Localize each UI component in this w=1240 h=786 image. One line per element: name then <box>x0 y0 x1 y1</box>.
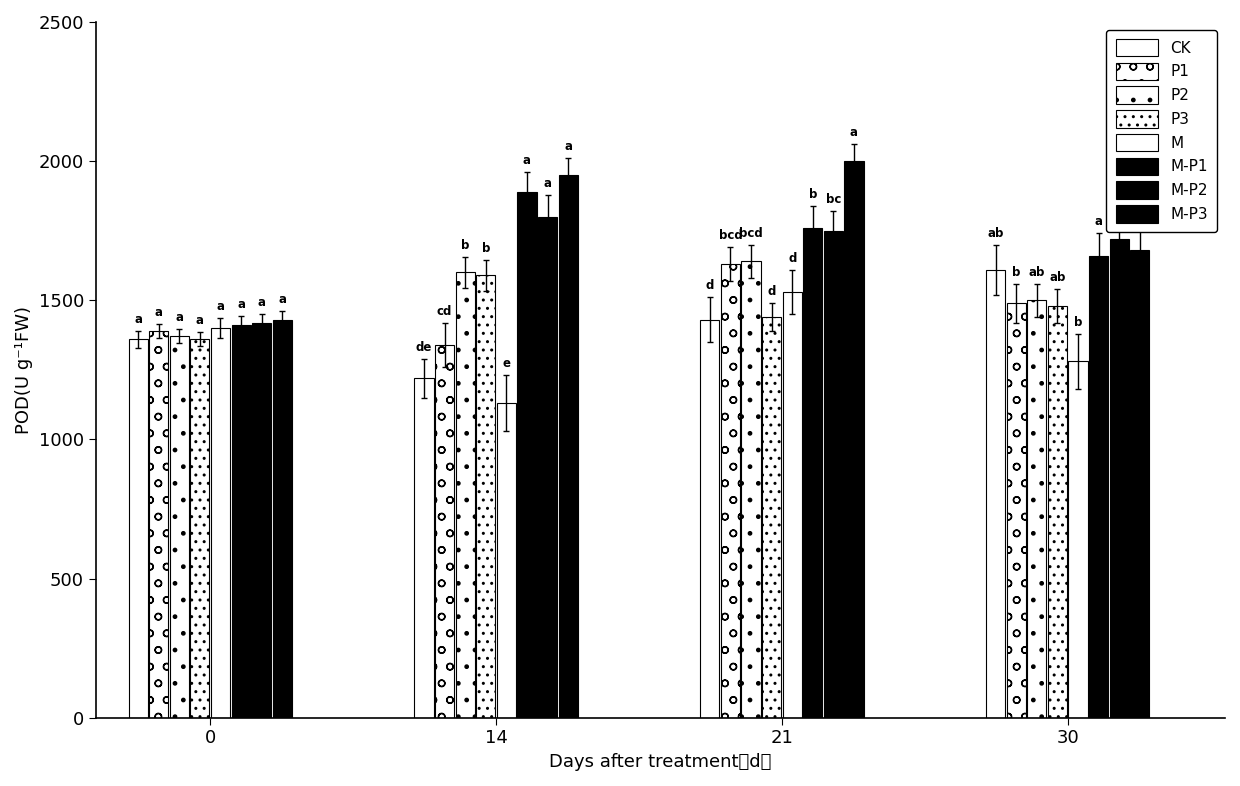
Text: a: a <box>278 293 286 307</box>
Text: a: a <box>564 141 572 153</box>
Bar <box>986 270 1006 718</box>
Bar <box>538 217 557 718</box>
Text: cd: cd <box>436 304 453 318</box>
Bar <box>129 340 148 718</box>
Bar <box>273 320 291 718</box>
Bar <box>558 175 578 718</box>
Bar <box>476 275 495 718</box>
Text: a: a <box>543 177 552 189</box>
Bar <box>455 273 475 718</box>
Y-axis label: POD(U g⁻¹FW): POD(U g⁻¹FW) <box>15 306 33 434</box>
Bar <box>782 292 802 718</box>
Bar <box>1027 300 1047 718</box>
Bar <box>804 228 822 718</box>
Text: ab: ab <box>1029 266 1045 278</box>
Text: a: a <box>237 298 246 310</box>
Text: d: d <box>768 285 776 298</box>
Text: b: b <box>1074 316 1083 329</box>
Text: b: b <box>808 188 817 200</box>
Bar <box>1048 306 1068 718</box>
Text: d: d <box>706 280 714 292</box>
Bar <box>701 320 719 718</box>
Bar <box>742 261 760 718</box>
Text: b: b <box>461 239 470 252</box>
Legend: CK, P1, P2, P3, M, M-P1, M-P2, M-P3: CK, P1, P2, P3, M, M-P1, M-P2, M-P3 <box>1106 30 1218 232</box>
Text: a: a <box>134 313 143 326</box>
Text: de: de <box>415 340 433 354</box>
Bar <box>211 328 231 718</box>
Text: b: b <box>481 242 490 255</box>
Bar <box>232 325 250 718</box>
Text: bc: bc <box>826 193 841 206</box>
Text: a: a <box>258 296 265 309</box>
Text: a: a <box>175 311 184 325</box>
Text: a: a <box>196 314 203 327</box>
Text: a: a <box>523 154 531 167</box>
Text: ab: ab <box>1111 199 1127 211</box>
Text: a: a <box>849 127 858 139</box>
Bar <box>720 264 740 718</box>
Text: ab: ab <box>1049 271 1065 284</box>
Bar <box>252 322 272 718</box>
Text: a: a <box>1136 204 1143 218</box>
X-axis label: Days after treatment（d）: Days after treatment（d） <box>549 753 771 771</box>
Bar <box>435 345 454 718</box>
Bar <box>1110 239 1128 718</box>
Bar <box>191 340 210 718</box>
Text: a: a <box>217 300 224 314</box>
Text: d: d <box>789 252 796 265</box>
Bar <box>1069 362 1087 718</box>
Bar <box>414 378 434 718</box>
Bar <box>1007 303 1025 718</box>
Text: a: a <box>155 306 162 319</box>
Bar <box>517 192 537 718</box>
Bar <box>149 331 169 718</box>
Text: a: a <box>1095 215 1102 229</box>
Bar <box>497 403 516 718</box>
Bar <box>823 231 843 718</box>
Text: bcd: bcd <box>739 226 763 240</box>
Text: b: b <box>1012 266 1021 278</box>
Bar <box>1089 255 1109 718</box>
Text: ab: ab <box>987 226 1004 240</box>
Bar <box>763 317 781 718</box>
Bar <box>844 161 863 718</box>
Text: bcd: bcd <box>719 230 743 242</box>
Text: e: e <box>502 358 511 370</box>
Bar <box>1130 250 1149 718</box>
Bar <box>170 336 188 718</box>
